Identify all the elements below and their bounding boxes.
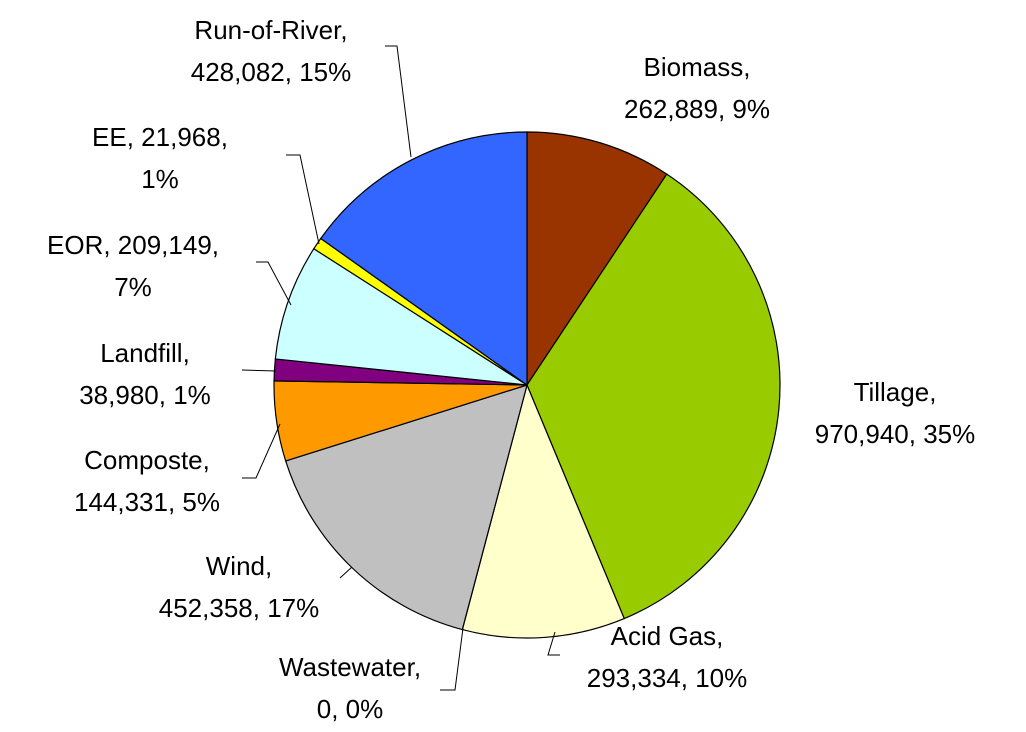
- data-label: Composte, 144,331, 5%: [74, 445, 220, 517]
- data-label-line: Run-of-River,: [194, 15, 347, 45]
- data-label-line: 452,358, 17%: [159, 593, 319, 623]
- data-label-line: Composte,: [84, 445, 210, 475]
- data-label-line: Tillage,: [854, 377, 937, 407]
- pie-slice: [284, 384, 528, 631]
- data-label-line: Wastewater,: [279, 652, 421, 682]
- data-label: Acid Gas, 293,334, 10%: [587, 621, 747, 693]
- pie-slice: [526, 173, 781, 620]
- data-label-line: 262,889, 9%: [624, 94, 770, 124]
- data-label-line: 970,940, 35%: [815, 419, 975, 449]
- data-label: EOR, 209,149, 7%: [47, 230, 219, 302]
- data-label-line: 293,334, 10%: [587, 663, 747, 693]
- data-label: Tillage, 970,940, 35%: [815, 377, 975, 449]
- pie-slice: [319, 131, 528, 387]
- data-label-line: Landfill,: [100, 338, 190, 368]
- data-label: Wastewater, 0, 0%: [279, 652, 421, 724]
- data-label-line: Acid Gas,: [611, 621, 724, 651]
- pie-slice: [461, 383, 626, 639]
- data-label-line: 7%: [114, 272, 152, 302]
- leader-line: [547, 631, 560, 656]
- leader-line: [242, 423, 281, 479]
- leader-line: [241, 369, 277, 372]
- data-label-line: 0, 0%: [317, 694, 384, 724]
- data-label-line: EE, 21,968,: [92, 122, 228, 152]
- data-label: Run-of-River, 428,082, 15%: [191, 15, 351, 87]
- data-label-line: EOR, 209,149,: [47, 230, 219, 260]
- data-label-line: 38,980, 1%: [79, 380, 211, 410]
- leader-line: [385, 45, 412, 158]
- data-label-line: Wind,: [206, 551, 272, 581]
- data-label-line: 144,331, 5%: [74, 487, 220, 517]
- pie-slice: [526, 131, 668, 387]
- leader-line: [339, 566, 353, 579]
- data-label-line: Biomass,: [644, 52, 751, 82]
- data-label: Biomass, 262,889, 9%: [624, 52, 770, 124]
- data-label-line: 1%: [141, 164, 179, 194]
- data-label: Wind, 452,358, 17%: [159, 551, 319, 623]
- data-label-line: 428,082, 15%: [191, 57, 351, 87]
- data-label: Landfill, 38,980, 1%: [79, 338, 211, 410]
- leader-line: [286, 154, 320, 245]
- leader-line: [440, 627, 464, 691]
- pie-slice: [274, 247, 528, 386]
- data-label: EE, 21,968, 1%: [92, 122, 228, 194]
- leader-line: [256, 261, 292, 306]
